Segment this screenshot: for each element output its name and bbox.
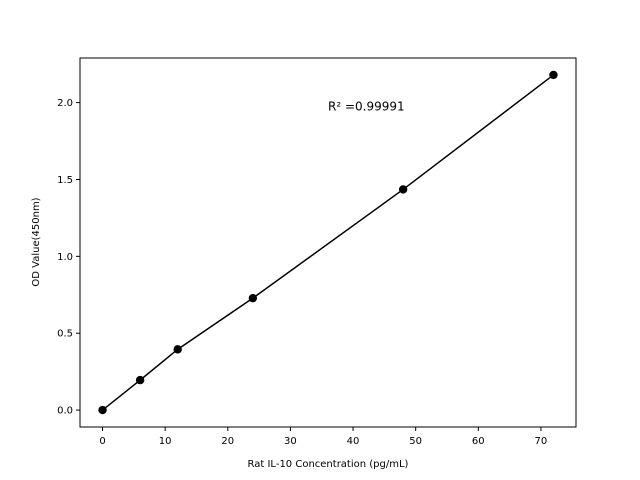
data-point	[173, 345, 182, 354]
data-point	[98, 405, 107, 415]
y-tick-label: 1.0	[57, 252, 73, 263]
x-tick-label: 0	[99, 436, 105, 447]
y-axis-label: OD Value(450nm)	[31, 197, 42, 286]
series-line	[102, 74, 554, 411]
x-tick-label: 60	[472, 436, 485, 447]
series-layer	[98, 70, 558, 415]
data-point	[135, 375, 145, 385]
data-point	[248, 293, 258, 303]
plot-area	[79, 57, 577, 428]
x-tick-label: 20	[221, 436, 234, 447]
y-tick-label: 1.5	[57, 175, 73, 186]
x-axis-label: Rat IL-10 Concentration (pg/mL)	[248, 459, 409, 470]
x-axis: 0 10 20 30 40 50 60 70	[99, 427, 547, 447]
y-axis: 0.0 0.5 1.0 1.5 2.0	[57, 98, 80, 417]
y-tick-label: 2.0	[57, 98, 73, 109]
y-tick-label: 0.5	[57, 329, 73, 340]
r-squared-annotation: R² =0.99991	[328, 100, 405, 114]
x-tick-label: 40	[347, 436, 360, 447]
x-tick-label: 10	[159, 436, 172, 447]
x-tick-label: 50	[409, 436, 422, 447]
x-tick-label: 30	[284, 436, 297, 447]
data-point	[549, 70, 558, 80]
data-point	[398, 185, 408, 194]
x-tick-label: 70	[535, 436, 548, 447]
y-tick-label: 0.0	[57, 406, 73, 417]
